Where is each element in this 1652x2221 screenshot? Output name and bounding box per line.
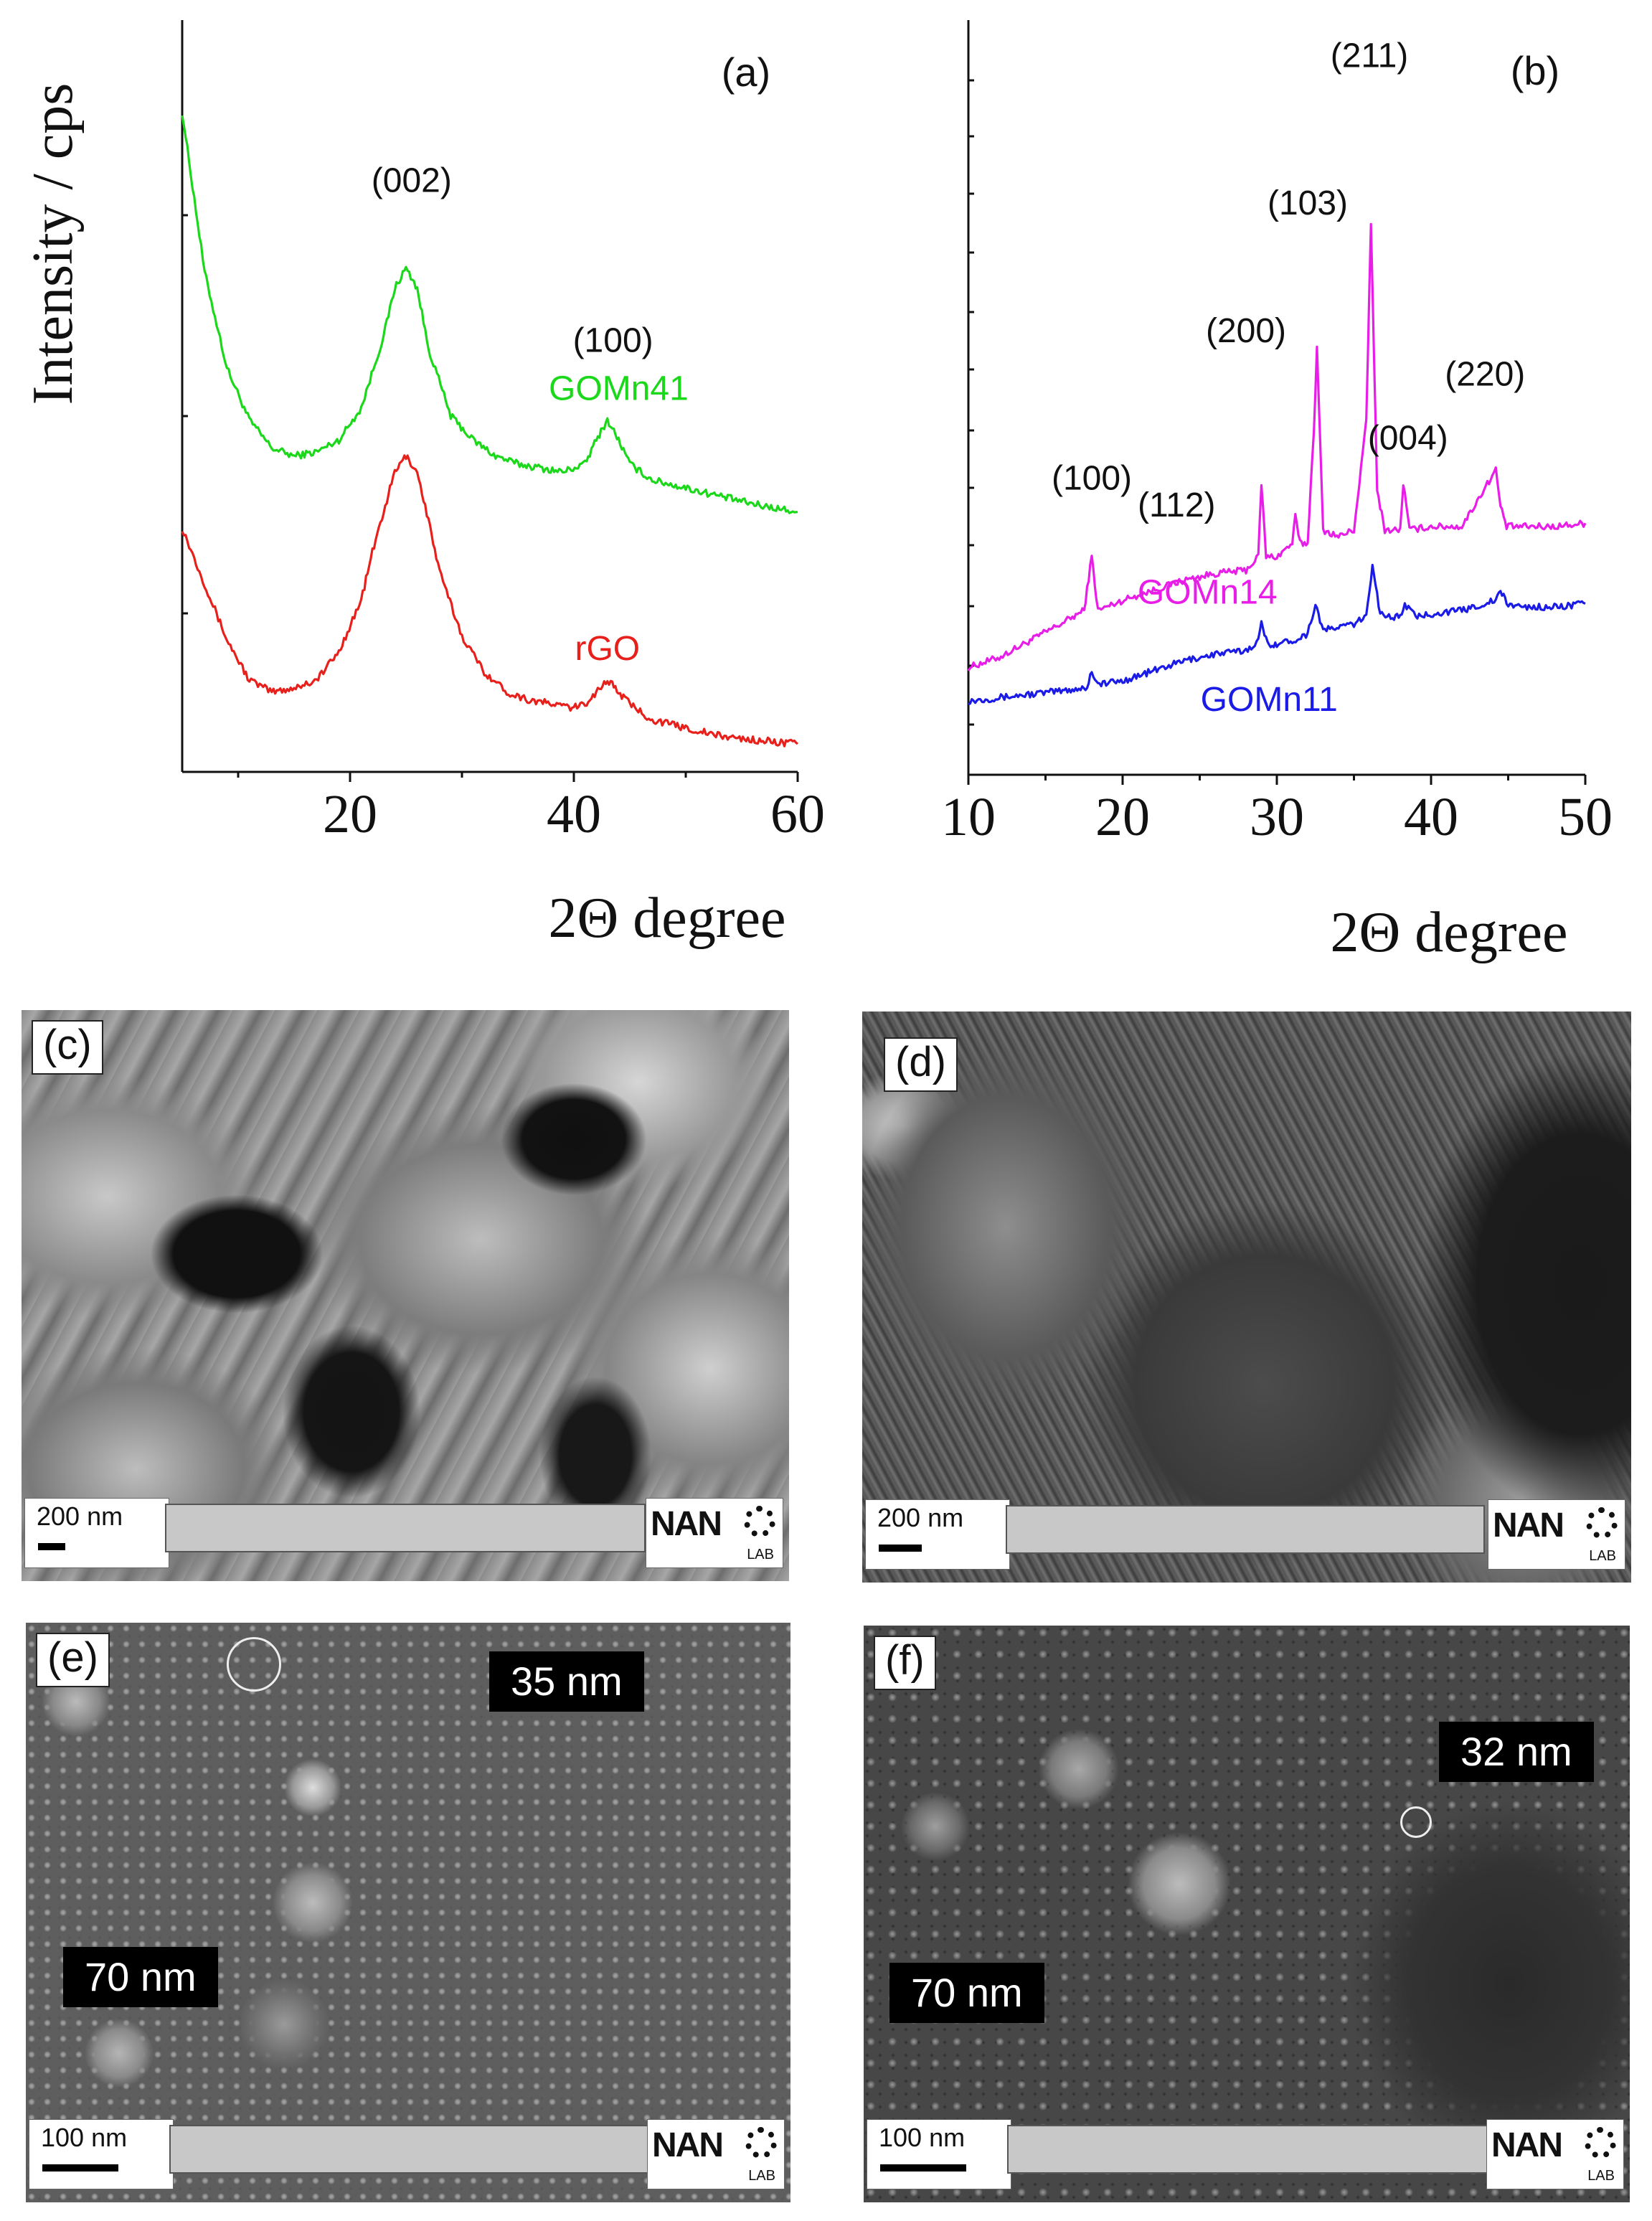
info-bar-f [1007, 2125, 1492, 2174]
series-label: GOMn11 [1201, 681, 1338, 719]
size-label-e-1: 35 nm [489, 1651, 644, 1712]
scale-bar-line-d [879, 1545, 922, 1552]
nanolab-logo-d: NAN LAB [1488, 1499, 1625, 1570]
series-line-gomn14 [967, 222, 1587, 671]
scale-bar-label-c: 200 nm [37, 1501, 123, 1531]
peak-label: (103) [1268, 184, 1348, 222]
size-label-e-2: 70 nm [63, 1947, 218, 2007]
x-axis-title: 2Θ degree [549, 887, 786, 950]
measurement-marker-f [1400, 1806, 1432, 1838]
series-label: GOMn41 [549, 370, 689, 408]
x-tick-label: 40 [1404, 787, 1458, 847]
scale-bar-line-c [38, 1543, 65, 1550]
x-axis-title: 2Θ degree [1331, 901, 1568, 964]
x-tick-label: 30 [1250, 787, 1304, 847]
xrd-chart-a: 20 40 60 (002) (100) GOMn41 rGO 2Θ degree Intens… [22, 20, 825, 950]
info-bar-d [1006, 1505, 1485, 1554]
series-line-gomn11 [968, 563, 1586, 706]
scale-bar-e: 100 nm [29, 2119, 174, 2189]
peak-label: (100) [1052, 460, 1132, 498]
plot-area-b: 10 20 30 40 50 (100)(112) (200) (103) (211) (004)… [941, 20, 1613, 964]
scale-bar-line-e [42, 2164, 118, 2172]
peak-label: (211) [1331, 37, 1409, 75]
gear-icon [1586, 1507, 1618, 1539]
xrd-chart-b: 10 20 30 40 50 (100)(112) (200) (103) (211) (004)… [941, 20, 1613, 964]
panel-tag: (b) [1511, 48, 1559, 93]
info-bar-c [165, 1504, 646, 1552]
scale-bar-d: 200 nm [865, 1499, 1010, 1570]
scale-bar-label-d: 200 nm [877, 1503, 964, 1532]
scale-bar-f: 100 nm [867, 2119, 1011, 2189]
plot-area-a: 20 40 60 (002) (100) GOMn41 rGO 2Θ degree Intens… [22, 20, 825, 950]
info-bar-e [169, 2125, 650, 2174]
size-label-f-1: 32 nm [1439, 1722, 1594, 1782]
peak-label: (100) [573, 322, 653, 360]
x-tick-label: 20 [323, 784, 377, 844]
nanolab-logo-e: NAN LAB [647, 2119, 785, 2189]
size-label-f-2: 70 nm [889, 1963, 1044, 2023]
measurement-marker-e [227, 1637, 281, 1692]
gear-icon [744, 1506, 775, 1537]
peak-label: (112) [1138, 486, 1216, 524]
peak-label: (200) [1206, 312, 1286, 350]
gear-icon [1585, 2127, 1616, 2159]
series-line-gomn41 [181, 115, 798, 514]
scale-bar-line-f [880, 2164, 966, 2172]
panel-tag-d: (d) [884, 1037, 958, 1092]
gear-icon [745, 2127, 777, 2159]
sem-image-f: (f) 32 nm 70 nm 100 nm NAN LAB [864, 1626, 1630, 2202]
series-label: GOMn14 [1138, 574, 1278, 612]
scale-bar-label-e: 100 nm [41, 2123, 128, 2152]
peak-label: (002) [372, 162, 452, 200]
scale-bar-label-f: 100 nm [879, 2123, 966, 2152]
nanolab-logo-f: NAN LAB [1486, 2119, 1624, 2189]
sem-image-e: (e) 35 nm 70 nm 100 nm NAN LAB [26, 1623, 790, 2202]
peak-label: (004) [1368, 419, 1448, 457]
panel-tag-c: (c) [32, 1020, 103, 1075]
panel-tag: (a) [722, 49, 770, 95]
panel-tag-f: (f) [874, 1636, 936, 1690]
x-tick-label: 10 [941, 787, 996, 847]
peak-label: (220) [1445, 356, 1525, 394]
x-tick-label: 60 [770, 784, 825, 844]
sem-image-c: (c) 200 nm NAN LAB [22, 1010, 789, 1581]
x-tick-label: 50 [1558, 787, 1613, 847]
panel-tag-e: (e) [36, 1633, 110, 1687]
series-line-rgo [181, 454, 798, 748]
y-axis-title: Intensity / cps [22, 83, 85, 405]
x-tick-label: 20 [1095, 787, 1150, 847]
sem-image-d: (d) 200 nm NAN LAB [862, 1012, 1631, 1583]
nanolab-logo-c: NAN LAB [646, 1498, 783, 1568]
x-tick-label: 40 [547, 784, 601, 844]
series-label: rGO [575, 630, 640, 668]
scale-bar-c: 200 nm [24, 1498, 169, 1568]
